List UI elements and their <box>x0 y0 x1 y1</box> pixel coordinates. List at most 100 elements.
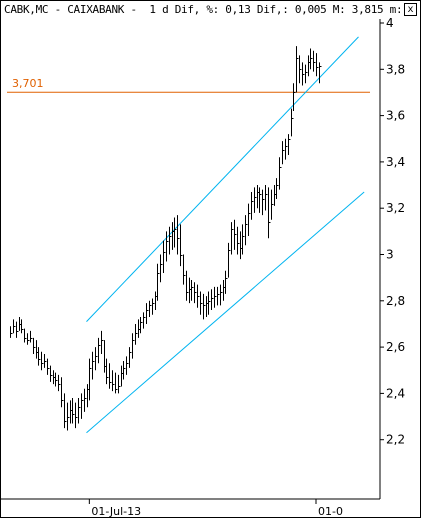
plot-layer: 2,2 2,4 2,6 2,8 3 3,2 3,4 3,6 3,8 4 01-Jul-13 01-0 3… <box>1 16 405 517</box>
price-bar <box>169 226 172 255</box>
price-bar <box>135 323 138 345</box>
price-bar <box>41 351 44 371</box>
x-tick-label: 01-Jul-13 <box>91 505 141 517</box>
price-bar <box>296 46 299 93</box>
y-tick-label: 3,6 <box>386 109 405 123</box>
price-bar <box>75 402 78 429</box>
price-bar <box>24 328 27 343</box>
price-bar <box>160 254 163 283</box>
price-bar <box>234 219 237 250</box>
price-bar <box>237 226 240 255</box>
price-bar <box>265 185 268 211</box>
price-bar <box>10 326 13 338</box>
channel-line-lower[interactable] <box>86 191 365 434</box>
price-bar <box>163 240 166 274</box>
price-bar <box>293 83 296 111</box>
price-bar <box>89 358 92 401</box>
price-bar <box>67 402 70 431</box>
y-tick-label: 3,8 <box>386 62 405 76</box>
price-bar <box>106 358 109 385</box>
price-bar <box>98 337 101 364</box>
price-bar <box>248 203 251 236</box>
price-bar <box>140 317 143 334</box>
price-bar <box>78 398 81 424</box>
price-bar <box>13 319 16 334</box>
chart-header-title: CABK,MC - CAIXABANK - 1 d Dif, %: 0,13 D… <box>4 3 403 16</box>
price-bar <box>183 254 186 285</box>
price-bar <box>251 191 254 220</box>
price-bar <box>302 62 305 86</box>
price-bar <box>285 138 288 160</box>
price-bar <box>262 189 265 216</box>
price-bar <box>143 312 146 329</box>
price-bar <box>58 374 61 392</box>
price-bar <box>123 360 126 380</box>
price-bar <box>30 330 33 343</box>
price-bar <box>129 347 132 368</box>
price-bar <box>180 224 183 267</box>
price-bar <box>276 178 279 199</box>
price-bar <box>50 365 53 382</box>
price-bar <box>81 393 84 419</box>
y-tick-label: 3 <box>386 248 394 262</box>
price-bar <box>55 372 58 387</box>
price-bar <box>214 286 217 308</box>
price-bar <box>61 377 64 408</box>
price-bar <box>191 279 194 301</box>
price-bar <box>21 319 24 334</box>
y-tick-label: 2,6 <box>386 340 405 354</box>
price-bar <box>64 393 67 429</box>
price-bar <box>208 291 211 315</box>
price-bar <box>299 55 302 84</box>
price-bar <box>228 242 231 278</box>
price-bar <box>38 347 41 366</box>
price-bar <box>186 270 189 301</box>
price-bar <box>319 62 322 84</box>
price-bar <box>220 284 223 306</box>
price-bar <box>225 270 228 294</box>
price-bar <box>291 108 294 137</box>
price-bar <box>92 351 95 380</box>
price-bar <box>166 231 169 262</box>
price-bar <box>259 187 262 213</box>
price-bar <box>245 215 248 246</box>
price-bar <box>33 337 36 355</box>
price-bar <box>47 358 50 375</box>
price-bar <box>84 388 87 412</box>
price-bar <box>231 222 234 255</box>
price-bar <box>27 333 30 345</box>
price-bar <box>254 187 257 213</box>
y-tick-label: 3,2 <box>386 201 405 215</box>
price-bar <box>174 217 177 248</box>
price-bar <box>126 356 129 375</box>
price-bar <box>310 48 313 70</box>
y-tick-label: 2,2 <box>386 433 405 447</box>
reference-line-label: 3,701 <box>12 77 44 90</box>
y-tick-label: 4 <box>386 16 394 30</box>
price-bar <box>109 363 112 389</box>
price-bar <box>242 224 245 255</box>
x-tick-label: 01-0 <box>318 505 343 517</box>
close-button[interactable]: x <box>404 3 417 16</box>
price-bar <box>95 347 98 371</box>
price-bar <box>197 284 200 308</box>
price-bar <box>177 215 180 255</box>
price-bar <box>211 289 214 311</box>
price-bar <box>101 330 104 355</box>
y-tick-label: 3,4 <box>386 155 405 169</box>
price-bar <box>194 282 197 304</box>
price-bar <box>157 263 160 301</box>
price-bar <box>279 157 282 190</box>
price-bar <box>132 333 135 359</box>
price-bar <box>271 189 274 220</box>
price-bar <box>112 370 115 392</box>
price-bar <box>72 398 75 424</box>
channel-line-upper[interactable] <box>86 36 359 322</box>
price-bar <box>203 293 206 320</box>
price-bar <box>16 321 19 338</box>
y-tick-label: 2,4 <box>386 386 405 400</box>
price-bar <box>288 134 291 155</box>
price-bar <box>217 286 220 306</box>
